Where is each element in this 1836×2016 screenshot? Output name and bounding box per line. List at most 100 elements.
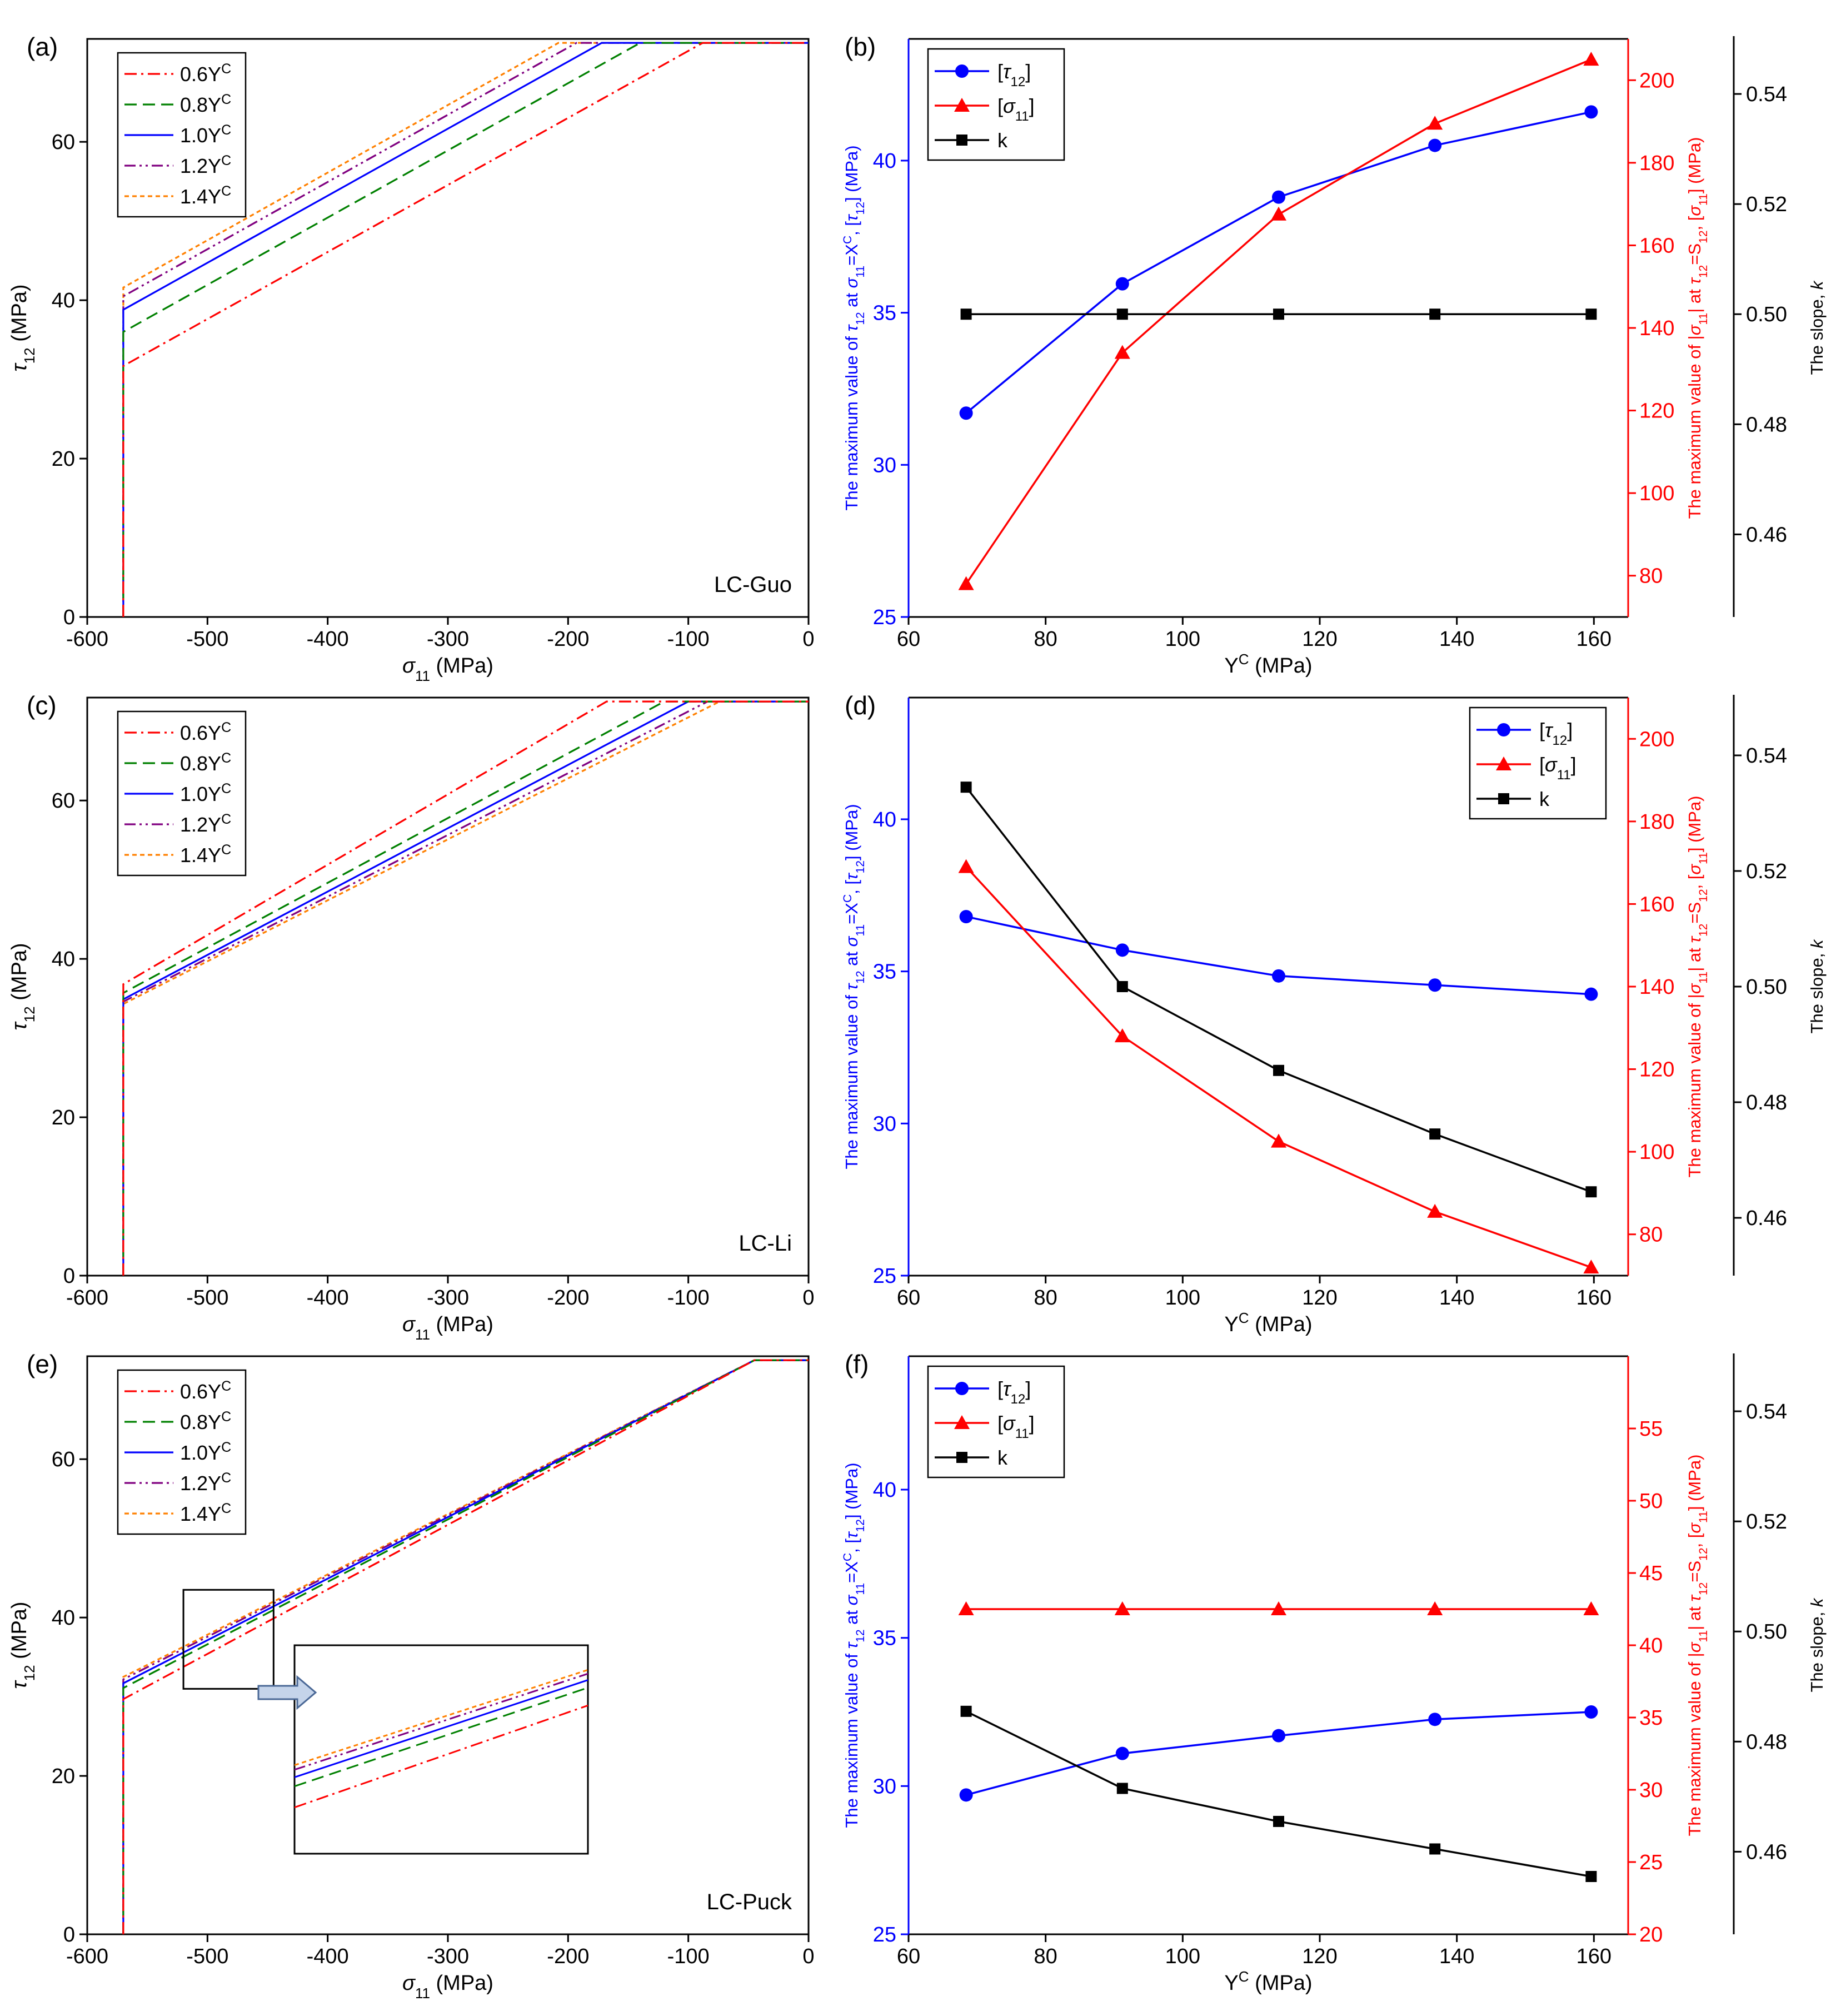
label-symbol: τ — [1685, 277, 1704, 285]
label-symbol: σ — [1685, 864, 1704, 875]
left-tick-label: 25 — [873, 1923, 896, 1947]
right-tick-label: 180 — [1639, 810, 1674, 834]
zoom-source-box — [182, 1589, 275, 1690]
series-line-06Yy — [122, 1359, 809, 1934]
legend-label: 1.2YC — [180, 1470, 231, 1495]
legend-marker — [954, 98, 970, 112]
data-point — [1429, 1128, 1441, 1140]
x-tick-label: 60 — [897, 1945, 920, 1968]
label-subscript: 11 — [1697, 313, 1710, 325]
data-point — [1114, 1028, 1130, 1043]
label-symbol: X — [842, 244, 861, 256]
legend-label: 1.0YC — [180, 781, 231, 805]
panel-letter: (a) — [27, 32, 58, 61]
label-subscript: 11 — [415, 668, 430, 684]
y-tick-label: 60 — [52, 131, 75, 154]
x-tick-label: 100 — [1165, 628, 1200, 651]
data-point — [1584, 1705, 1598, 1719]
legend-label-superscript: C — [221, 1378, 231, 1394]
label-subscript: 11 — [1697, 193, 1710, 206]
data-point — [958, 1601, 974, 1615]
legend-label: [τ12] — [997, 1377, 1031, 1407]
right-axis-label: The maximum value of |σ11| at τ12=S12, [… — [1685, 137, 1710, 519]
data-point — [1427, 116, 1443, 130]
right-tick-label: 35 — [1639, 1706, 1663, 1730]
legend-label-superscript: C — [221, 1409, 231, 1425]
right-tick-label: 160 — [1639, 234, 1674, 257]
label-text: = — [1685, 1572, 1704, 1582]
left-axis-label: The maximum value of τ12 at σ11=XC, [τ12… — [841, 1462, 867, 1828]
y-tick-label: 40 — [52, 1606, 75, 1630]
inset-series-line — [295, 1704, 588, 1809]
legend-bracket: [ — [997, 1377, 1003, 1400]
legend-symbol: τ — [1545, 719, 1554, 741]
legend-label-text: 1.4Y — [180, 185, 221, 208]
x-tick-label: -300 — [427, 1945, 469, 1968]
x-tick-label: -400 — [307, 1286, 349, 1310]
x-tick-label: -500 — [186, 628, 228, 651]
y-tick-label: 20 — [52, 1106, 75, 1129]
x-tick-label: 160 — [1576, 628, 1612, 651]
legend-label-superscript: C — [221, 92, 231, 107]
label-text: The slope, — [1807, 290, 1827, 375]
y-tick-label: 40 — [52, 948, 75, 971]
y-axis-label: τ12 (MPa) — [8, 284, 38, 371]
data-point — [1585, 1186, 1597, 1198]
legend-label-superscript: C — [221, 1440, 231, 1455]
series-group — [122, 700, 809, 1276]
right-tick-label: 55 — [1639, 1417, 1663, 1441]
label-symbol: τ — [1685, 1594, 1704, 1602]
label-text: at — [842, 947, 861, 970]
third-tick-label: 0.54 — [1746, 83, 1787, 106]
label-subscript: 11 — [1697, 972, 1710, 984]
inset-series-line — [295, 1669, 588, 1766]
right-axis-label: The maximum value of |σ11| at τ12=S12, [… — [1685, 796, 1710, 1178]
x-tick-label: 100 — [1165, 1286, 1200, 1310]
legend-label: 0.8YC — [180, 750, 231, 775]
data-point — [1584, 105, 1598, 119]
legend-bracket: ] — [1025, 60, 1031, 83]
label-text: = — [842, 1573, 861, 1583]
panel-letter: (b) — [845, 32, 876, 61]
x-tick-label: 0 — [802, 628, 814, 651]
label-symbol: τ — [842, 872, 861, 880]
x-axis-label: σ11 (MPa) — [402, 1972, 493, 2002]
label-symbol: σ — [1685, 324, 1704, 335]
legend-symbol: σ — [1545, 753, 1558, 776]
label-symbol: τ — [8, 1021, 31, 1031]
x-tick-label: 120 — [1302, 628, 1337, 651]
x-tick-label: -400 — [307, 628, 349, 651]
y-tick-label: 60 — [52, 789, 75, 813]
x-tick-label: 160 — [1576, 1945, 1612, 1968]
label-text: , [ — [1685, 1533, 1704, 1547]
series-group — [122, 42, 809, 617]
x-axis-label: YC (MPa) — [1224, 651, 1312, 678]
legend-label-superscript: C — [221, 61, 231, 77]
left-axis-label: The maximum value of τ12 at σ11=XC, [τ12… — [841, 145, 867, 510]
data-point — [1116, 981, 1128, 992]
data-point — [1428, 978, 1442, 992]
x-tick-label: -500 — [186, 1945, 228, 1968]
x-tick-label: 140 — [1439, 1286, 1474, 1310]
x-tick-label: -100 — [667, 1945, 710, 1968]
label-text: at — [842, 288, 861, 312]
left-tick-label: 30 — [873, 1112, 896, 1136]
data-point — [1273, 1815, 1284, 1827]
series-line-06Yy — [122, 42, 809, 617]
label-symbol: τ — [842, 1531, 861, 1539]
legend-label-text: 1.2Y — [180, 155, 221, 177]
label-symbol: σ — [402, 654, 416, 678]
label-text: The maximum value of | — [1685, 1652, 1704, 1836]
label-symbol: S — [1685, 243, 1704, 255]
legend-label: 1.4YC — [180, 842, 231, 867]
data-point — [1273, 308, 1284, 320]
panel-e: -600 -500 -400 -300 -200 -100 0 0 20 40 60 σ11 (MPa… — [8, 1350, 815, 2002]
data-point — [1115, 943, 1129, 957]
label-subscript: 12 — [21, 1006, 38, 1022]
label-subscript: 11 — [1697, 1511, 1710, 1523]
third-tick-label: 0.54 — [1746, 1400, 1787, 1423]
x-tick-label: 140 — [1439, 628, 1474, 651]
legend-label-text: 0.8Y — [180, 752, 221, 775]
right-tick-label: 50 — [1639, 1490, 1663, 1513]
legend-label: 0.8YC — [180, 92, 231, 116]
